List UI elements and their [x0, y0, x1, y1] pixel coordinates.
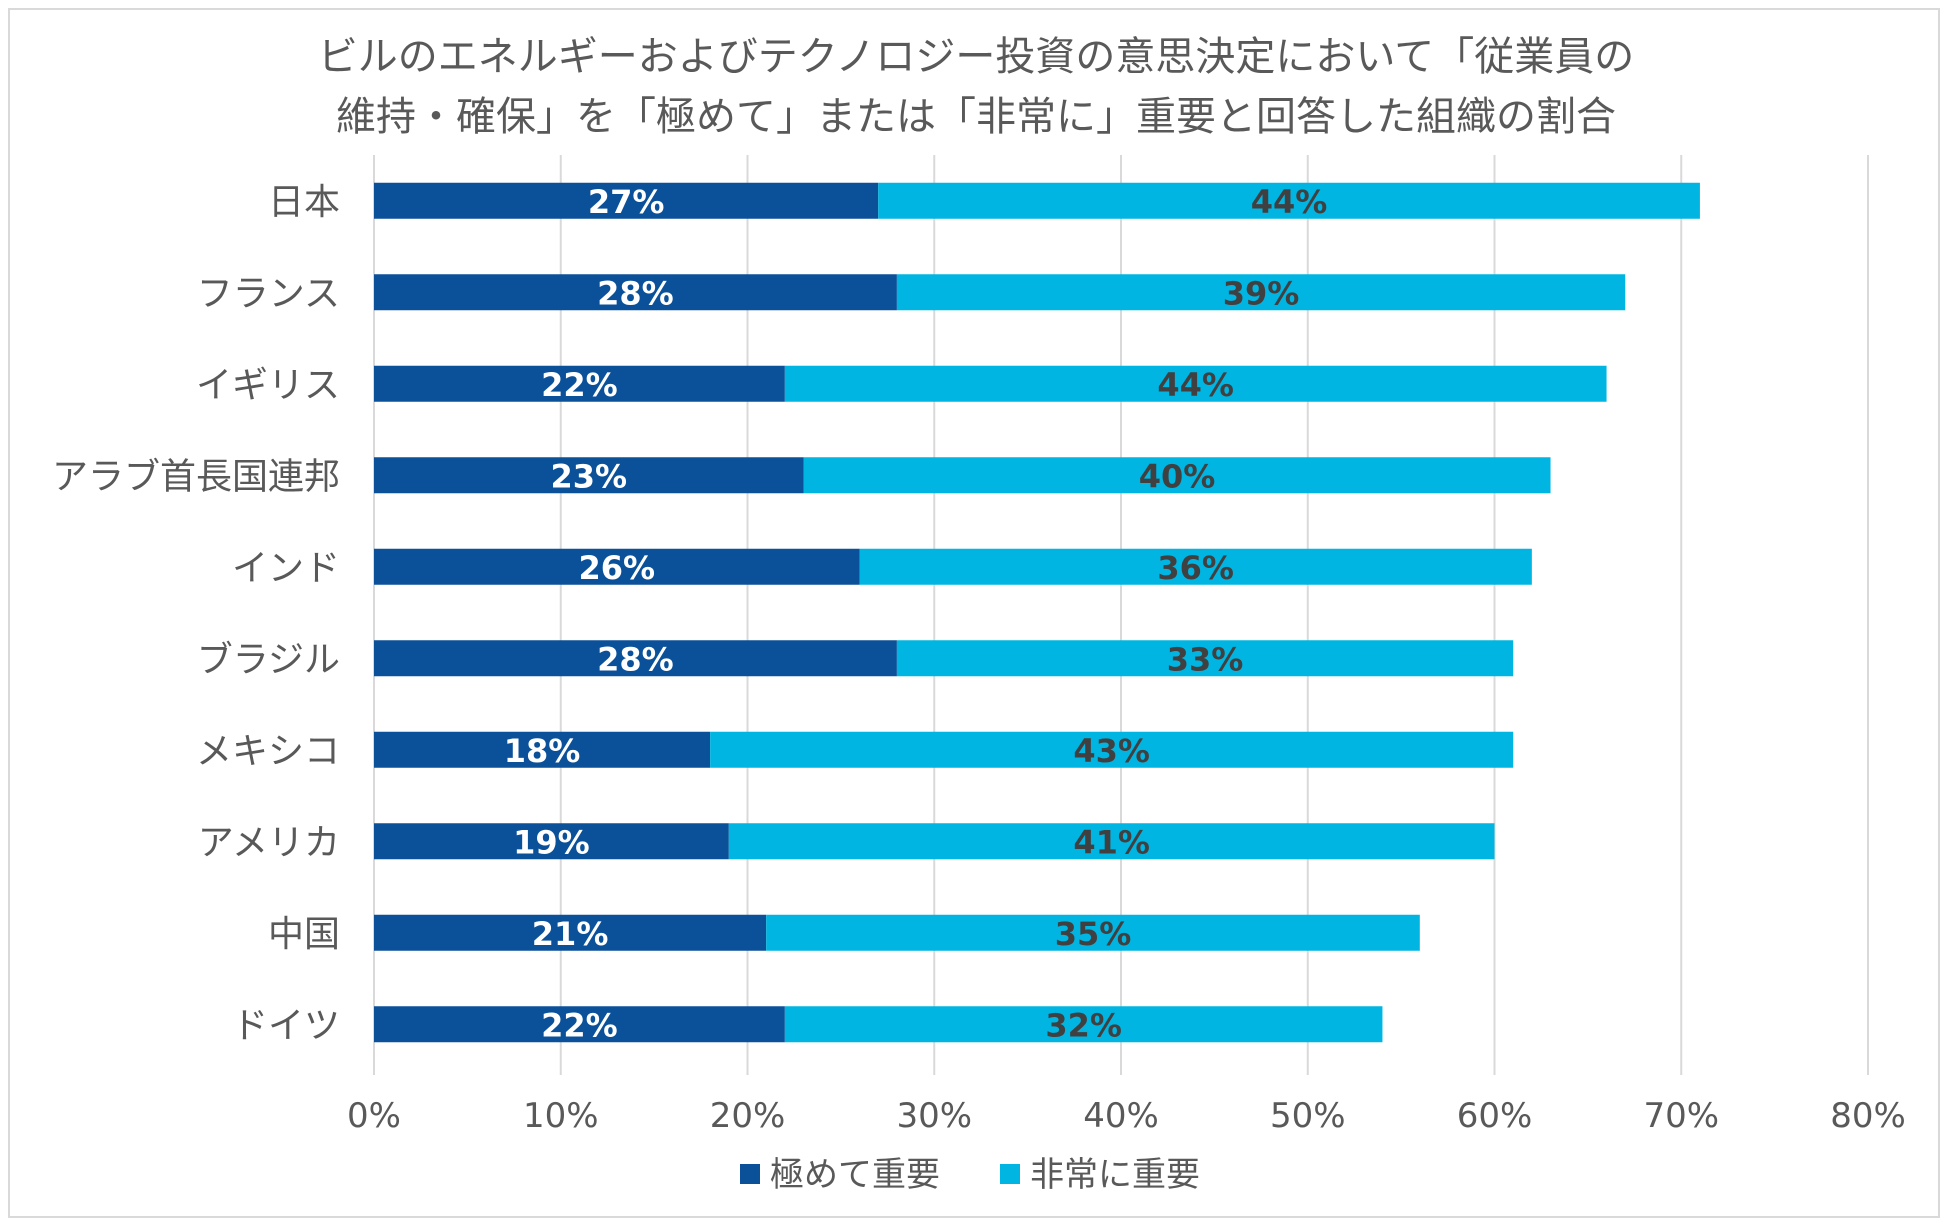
bar-very-4	[803, 457, 1551, 494]
x-tick-label: 40%	[1083, 1096, 1159, 1136]
bar-very-6	[896, 640, 1514, 677]
legend-swatch	[740, 1164, 760, 1184]
bar-extreme-4	[374, 457, 804, 494]
legend-label: 非常に重要	[1030, 1155, 1200, 1195]
bar-very-10	[784, 1006, 1383, 1043]
data-label: 40%	[1139, 457, 1216, 495]
x-tick-label: 30%	[896, 1096, 972, 1136]
data-label: 23%	[550, 457, 627, 495]
data-label: 41%	[1073, 823, 1150, 861]
category-label: メキシコ	[196, 731, 340, 772]
x-tick-label: 20%	[710, 1096, 786, 1136]
data-label: 36%	[1157, 549, 1234, 587]
data-label: 44%	[1157, 366, 1234, 404]
category-label: ドイツ	[232, 1005, 340, 1046]
bar-very-9	[766, 914, 1420, 951]
stacked-bar-chart: ビルのエネルギーおよびテクノロジー投資の意思決定において「従業員の 維持・確保」…	[52, 34, 1906, 1195]
bar-extreme-9	[374, 914, 767, 951]
category-label: 中国	[268, 914, 340, 955]
data-label: 28%	[597, 274, 674, 312]
category-label: アラブ首長国連邦	[52, 456, 340, 497]
bar-extreme-3	[374, 365, 785, 402]
category-label: アメリカ	[198, 822, 340, 863]
bar-very-1	[878, 182, 1700, 219]
data-label: 27%	[588, 183, 665, 221]
data-label: 35%	[1055, 915, 1132, 953]
category-label: イギリス	[196, 365, 340, 406]
bar-extreme-1	[374, 182, 879, 219]
legend-swatch	[1000, 1164, 1020, 1184]
bar-very-5	[859, 548, 1532, 585]
chart-title-line-1: ビルのエネルギーおよびテクノロジー投資の意思決定において「従業員の	[318, 34, 1634, 80]
data-label: 32%	[1045, 1006, 1122, 1044]
x-tick-label: 50%	[1270, 1096, 1346, 1136]
data-label: 28%	[597, 640, 674, 678]
bars: 27% 44% 28% 39% 22% 44% 23% 40% 26% 36% 28% 33% 18% 4…	[374, 182, 1700, 1044]
bar-extreme-6	[374, 640, 897, 677]
data-label: 39%	[1223, 274, 1300, 312]
category-label: インド	[232, 548, 340, 589]
x-tick-label: 80%	[1830, 1096, 1906, 1136]
legend: 極めて重要 非常に重要	[740, 1155, 1200, 1195]
category-label: ブラジル	[197, 639, 340, 680]
chart-title: ビルのエネルギーおよびテクノロジー投資の意思決定において「従業員の 維持・確保」…	[318, 34, 1634, 140]
bar-extreme-5	[374, 548, 860, 585]
data-label: 44%	[1251, 183, 1328, 221]
x-axis-tick-labels: 0% 10% 20% 30% 40% 50% 60% 70% 80%	[347, 1096, 1906, 1136]
data-label: 33%	[1167, 640, 1244, 678]
bar-very-3	[784, 365, 1607, 402]
data-label: 18%	[504, 732, 581, 770]
x-tick-label: 60%	[1457, 1096, 1533, 1136]
bar-extreme-10	[374, 1006, 785, 1043]
x-tick-label: 70%	[1643, 1096, 1719, 1136]
bar-extreme-2	[374, 274, 897, 311]
chart-frame: ビルのエネルギーおよびテクノロジー投資の意思決定において「従業員の 維持・確保」…	[8, 8, 1940, 1218]
bar-very-7	[710, 731, 1514, 768]
x-tick-label: 0%	[347, 1096, 401, 1136]
bar-very-8	[728, 823, 1495, 860]
bar-very-2	[896, 274, 1626, 311]
bar-extreme-7	[374, 731, 711, 768]
category-label: フランス	[197, 273, 340, 314]
data-label: 43%	[1073, 732, 1150, 770]
bar-extreme-8	[374, 823, 729, 860]
data-label: 22%	[541, 1006, 618, 1044]
data-label: 22%	[541, 366, 618, 404]
data-label: 26%	[578, 549, 655, 587]
chart-title-line-2: 維持・確保」を「極めて」または「非常に」重要と回答した組織の割合	[336, 94, 1616, 140]
category-label: 日本	[268, 182, 340, 223]
x-tick-label: 10%	[523, 1096, 599, 1136]
data-label: 19%	[513, 823, 590, 861]
data-label: 21%	[532, 915, 609, 953]
legend-label: 極めて重要	[770, 1155, 940, 1195]
